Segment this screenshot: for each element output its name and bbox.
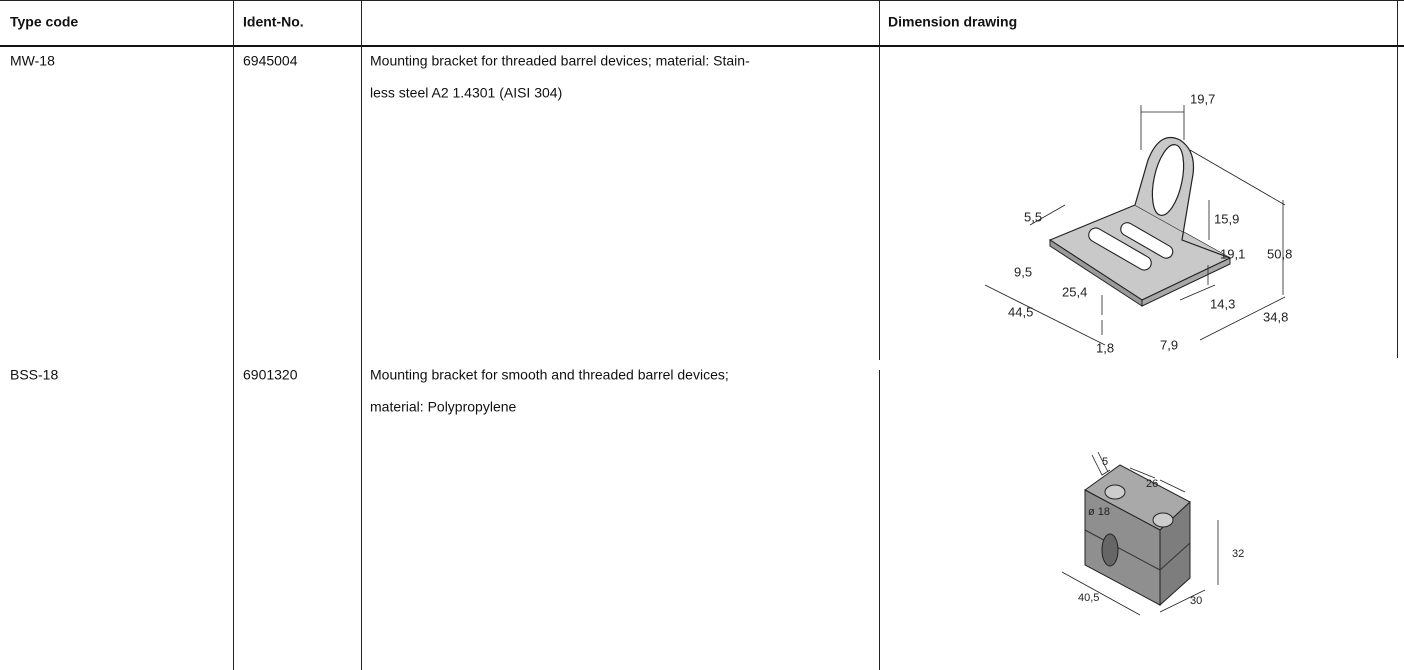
dimension-label: 7,9 [1160, 337, 1178, 352]
dimension-label: 19,7 [1190, 91, 1215, 106]
dimension-label: 50,8 [1267, 246, 1292, 261]
dimension-label: 32 [1232, 548, 1244, 560]
description: Mounting bracket for smooth and threaded… [370, 367, 729, 383]
dimension-label: 34,8 [1263, 309, 1288, 324]
dimension-label: 5 [1102, 456, 1108, 468]
dimension-label: ø 18 [1088, 506, 1110, 518]
header-cell: Dimension drawing [888, 14, 1017, 30]
description: material: Polypropylene [370, 399, 517, 415]
dimension-label: 25,4 [1062, 284, 1087, 299]
dimension-label: 19,1 [1220, 246, 1245, 261]
clamp-drawing [1061, 451, 1219, 616]
description: less steel A2 1.4301 (AISI 304) [370, 85, 562, 101]
dimension-label: 40,5 [1078, 592, 1099, 604]
dimension-label: 44,5 [1008, 304, 1033, 319]
dimension-label: 30 [1190, 595, 1202, 607]
dimension-label: 1,8 [1096, 340, 1114, 355]
dimension-label: 26 [1146, 478, 1158, 490]
dimension-label: 9,5 [1014, 264, 1032, 279]
dimension-label: 5,5 [1024, 209, 1042, 224]
ident-no: 6901320 [243, 367, 298, 383]
ident-no: 6945004 [243, 53, 298, 69]
dimension-label: 14,3 [1210, 296, 1235, 311]
dimension-label: 15,9 [1214, 211, 1239, 226]
type-code: BSS-18 [10, 367, 58, 383]
header-cell: Ident-No. [243, 14, 304, 30]
description: Mounting bracket for threaded barrel dev… [370, 53, 750, 69]
type-code: MW-18 [10, 53, 55, 69]
header-cell: Type code [10, 14, 78, 30]
bracket-drawing [984, 105, 1286, 346]
